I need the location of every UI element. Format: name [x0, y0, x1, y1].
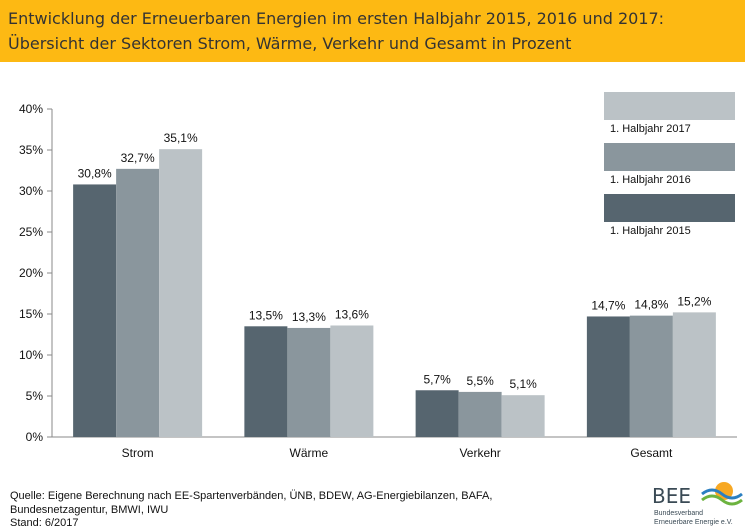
- data-label: 13,3%: [292, 310, 326, 324]
- data-label: 5,7%: [423, 372, 451, 386]
- y-tick-label: 10%: [19, 348, 43, 362]
- y-tick-label: 40%: [19, 102, 43, 116]
- legend-label: 1. Halbjahr 2017: [610, 123, 691, 135]
- legend-label: 1. Halbjahr 2016: [610, 174, 691, 186]
- bar: [159, 149, 203, 437]
- data-label: 35,1%: [164, 131, 198, 145]
- sun-wave-icon: [701, 482, 743, 506]
- data-label: 5,1%: [509, 377, 537, 391]
- bar: [672, 312, 716, 437]
- legend-swatch: [604, 194, 735, 222]
- logo-sub-line-2: Erneuerbare Energie e.V.: [654, 519, 733, 526]
- data-label: 32,7%: [121, 151, 155, 165]
- x-category-label: Wärme: [290, 446, 329, 460]
- bars: Strom 30,8% 32,7% 35,1% Wärme 13,5% 13,3% 13,6%…: [73, 131, 716, 460]
- bar: [458, 391, 502, 437]
- stand-date: Stand: 6/2017: [10, 517, 79, 529]
- data-label: 14,7%: [591, 298, 625, 312]
- x-category-label: Gesamt: [630, 446, 673, 460]
- data-label: 15,2%: [677, 294, 711, 308]
- data-label: 30,8%: [78, 166, 112, 180]
- data-label: 5,5%: [466, 374, 494, 388]
- y-tick-label: 25%: [19, 225, 43, 239]
- title-banner: Entwicklung der Erneuerbaren Energien im…: [0, 0, 745, 62]
- bar: [73, 184, 117, 437]
- chart-subtitle: Übersicht der Sektoren Strom, Wärme, Ver…: [8, 34, 572, 53]
- bar: [629, 315, 673, 437]
- bee-logo-text: BEE: [652, 484, 691, 508]
- legend-label: 1. Halbjahr 2015: [610, 225, 691, 237]
- legend-swatch: [604, 143, 735, 171]
- y-tick-label: 0%: [26, 430, 44, 444]
- y-tick-label: 5%: [26, 389, 44, 403]
- y-tick-label: 30%: [19, 184, 43, 198]
- source-line-1: Quelle: Eigene Berechnung nach EE-Sparte…: [10, 490, 493, 502]
- legend-swatch: [604, 92, 735, 120]
- y-axis: 0% 5% 10% 15% 20% 25% 30% 35% 40%: [19, 102, 737, 444]
- data-label: 13,5%: [249, 308, 283, 322]
- y-tick-label: 15%: [19, 307, 43, 321]
- bar: [244, 326, 288, 437]
- legend: 1. Halbjahr 2017 1. Halbjahr 2016 1. Halbj…: [604, 92, 735, 237]
- bar: [415, 390, 459, 437]
- x-category-label: Strom: [122, 446, 154, 460]
- data-label: 13,6%: [335, 307, 369, 321]
- bar: [287, 327, 331, 437]
- y-tick-label: 20%: [19, 266, 43, 280]
- x-category-label: Verkehr: [459, 446, 500, 460]
- bar: [116, 168, 160, 438]
- y-tick-label: 35%: [19, 143, 43, 157]
- chart-title: Entwicklung der Erneuerbaren Energien im…: [8, 9, 665, 28]
- bar: [330, 325, 374, 437]
- bar: [501, 395, 545, 437]
- bar: [586, 316, 630, 437]
- data-label: 14,8%: [634, 298, 668, 312]
- logo-sub-line-1: Bundesverband: [654, 510, 704, 517]
- source-line-2: Bundesnetzagentur, BMWI, IWU: [10, 504, 169, 516]
